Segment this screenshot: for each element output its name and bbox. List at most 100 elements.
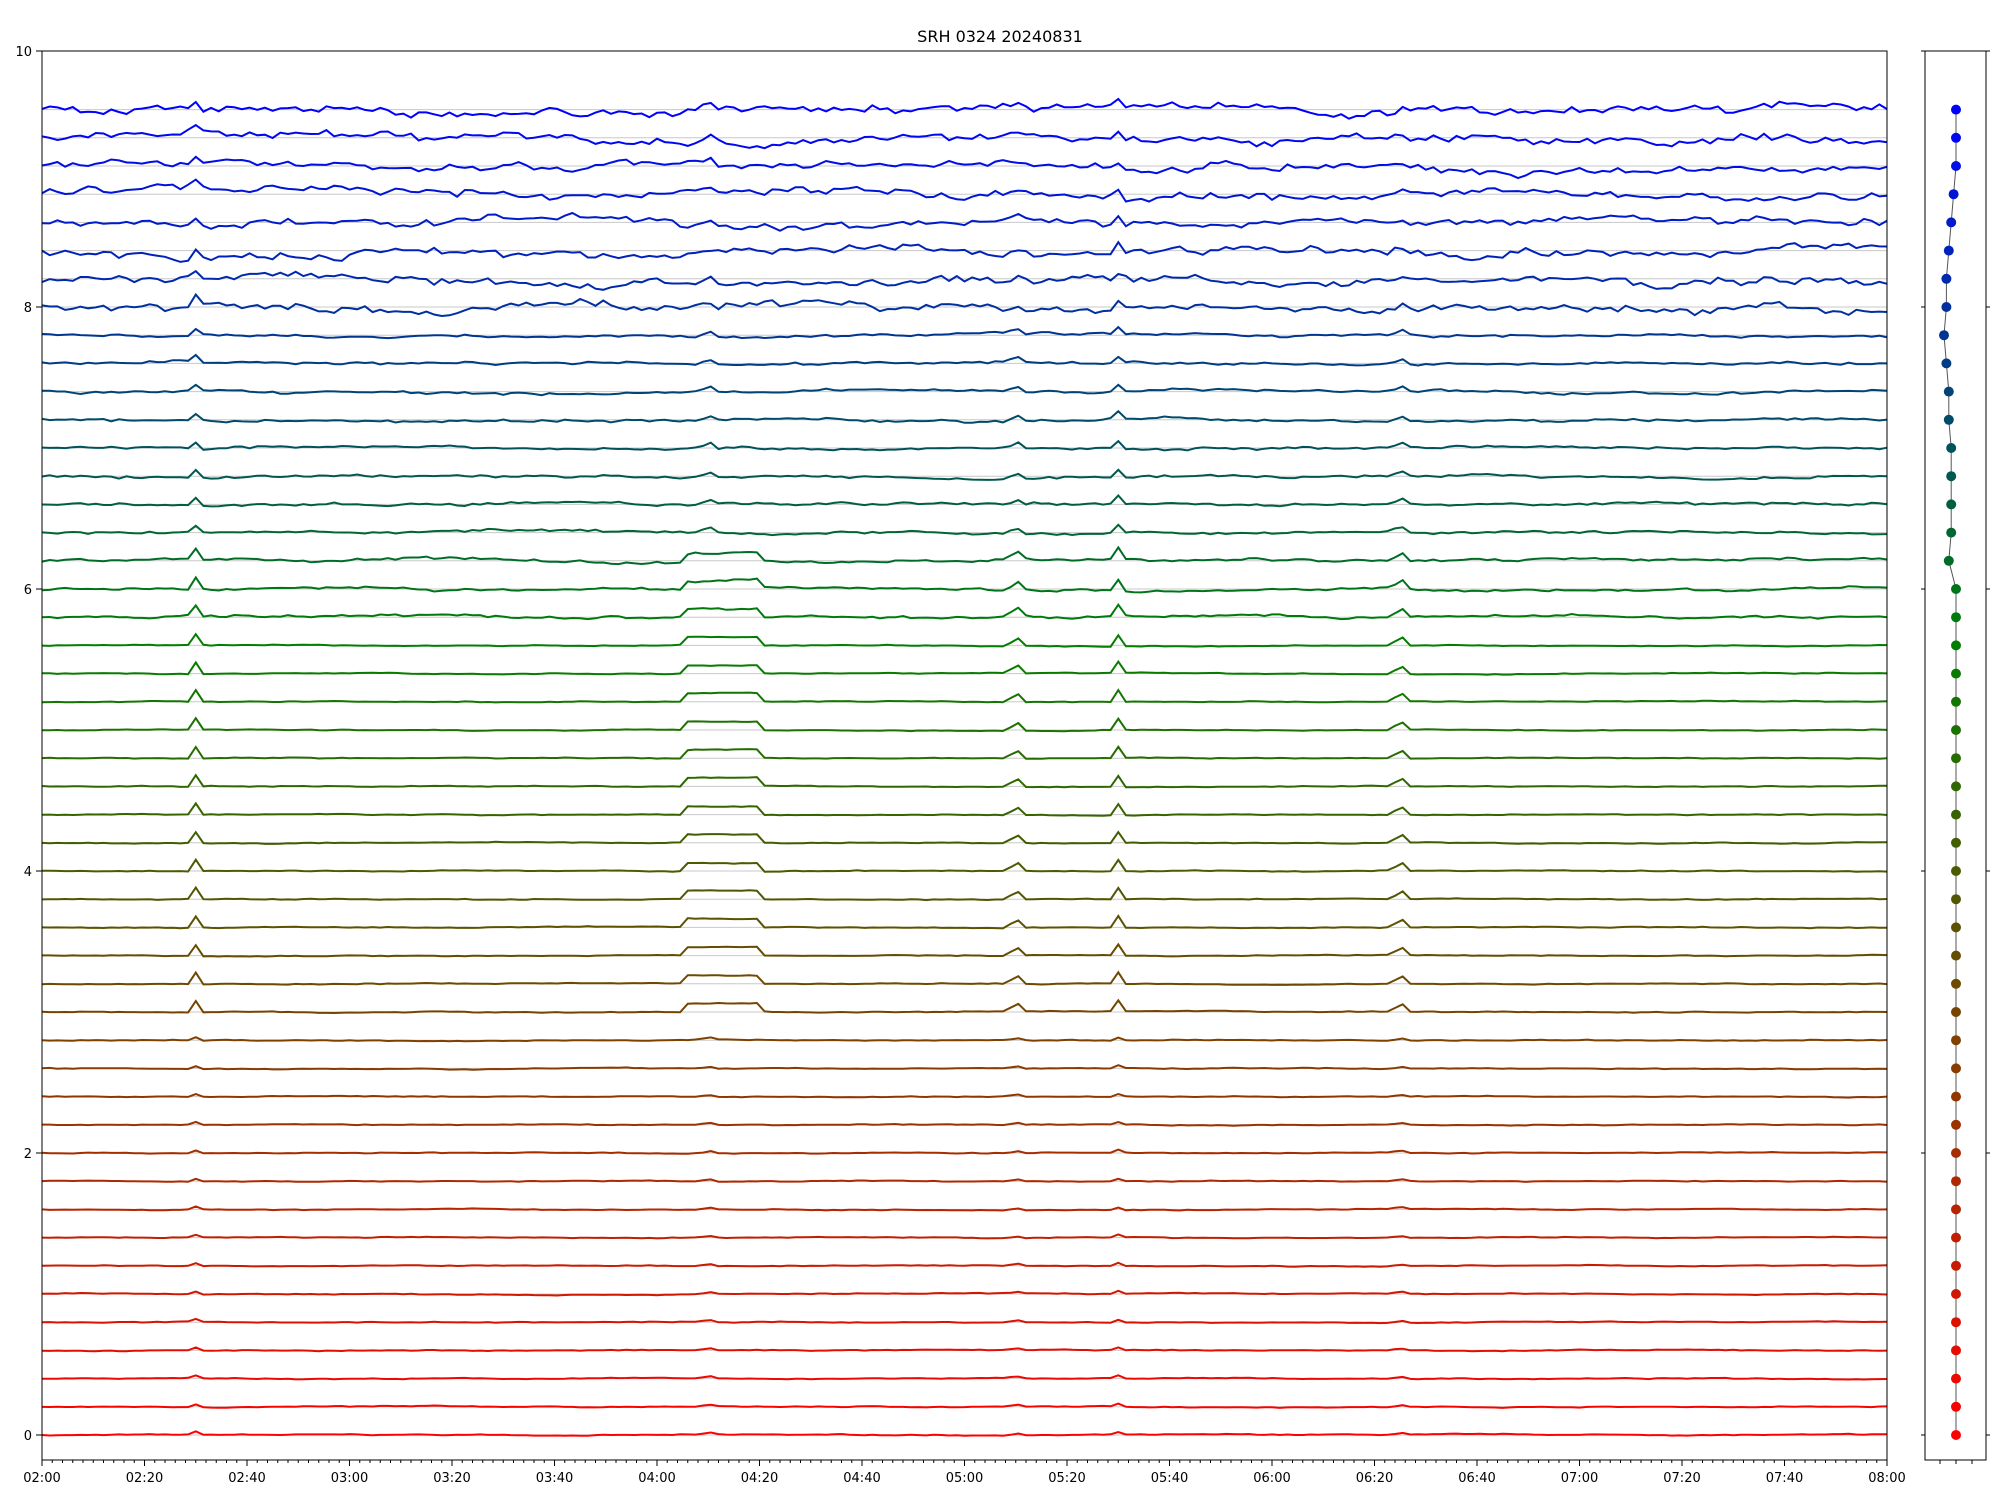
series-line: [41, 211, 1888, 232]
x-tick-label: 06:20: [1356, 1471, 1393, 1486]
series-line: [41, 801, 1888, 817]
x-tick-label: 05:20: [1048, 1471, 1085, 1486]
side-point: [1951, 1007, 1961, 1017]
side-point: [1943, 245, 1954, 256]
series-line: [41, 269, 1888, 291]
series-line: [41, 914, 1888, 930]
side-point: [1951, 894, 1961, 905]
side-point: [1951, 132, 1961, 143]
x-tick-label: 08:00: [1868, 1471, 1905, 1486]
series-line: [41, 1317, 1888, 1325]
x-tick-label: 07:00: [1561, 1471, 1598, 1486]
side-point: [1946, 471, 1957, 482]
series-line: [41, 970, 1888, 986]
side-point: [1943, 555, 1954, 566]
side-point: [1951, 1345, 1961, 1356]
series-line: [41, 1092, 1888, 1099]
x-tick-label: 07:20: [1663, 1471, 1700, 1486]
series-line: [41, 885, 1888, 902]
main-axes-frame: [41, 50, 1888, 1461]
series-line: [41, 1346, 1888, 1353]
y-tick-label: 4: [24, 865, 32, 880]
series-line: [41, 745, 1888, 760]
side-point: [1951, 1119, 1961, 1130]
side-point: [1939, 330, 1949, 341]
series-line: [41, 688, 1888, 704]
side-point: [1951, 696, 1961, 707]
side-point: [1951, 1430, 1961, 1440]
series-line: [41, 1064, 1888, 1071]
side-point: [1946, 443, 1957, 453]
side-point: [1951, 668, 1961, 679]
series-line: [41, 1036, 1888, 1043]
series-line: [42, 1374, 1888, 1381]
x-tick-label: 05:00: [946, 1471, 983, 1486]
side-point: [1943, 386, 1954, 397]
y-axis: 0 2 4 6 8 10: [15, 45, 42, 1444]
side-point: [1941, 302, 1952, 312]
series-line: [41, 1402, 1888, 1409]
side-point: [1941, 273, 1952, 284]
x-tick-label: 03:40: [536, 1471, 573, 1486]
side-axis-ticks: [1921, 50, 1990, 1464]
series-line: [41, 1261, 1888, 1268]
series-line: [41, 1233, 1887, 1240]
side-point: [1951, 837, 1961, 848]
series-line: [41, 1177, 1888, 1183]
x-tick-label: 06:40: [1458, 1471, 1495, 1486]
x-tick-label: 06:00: [1253, 1471, 1290, 1486]
y-tick-label: 6: [24, 583, 32, 598]
side-point: [1951, 978, 1961, 989]
series-line: [42, 942, 1888, 958]
chart-title: SRH 0324 20240831: [917, 27, 1083, 46]
x-tick-label: 02:40: [228, 1471, 265, 1486]
x-tick-label: 02:00: [23, 1471, 60, 1486]
series-line: [41, 1430, 1888, 1437]
side-point: [1941, 358, 1952, 369]
side-point: [1951, 1063, 1961, 1074]
series-line: [42, 857, 1888, 873]
side-point: [1951, 1373, 1961, 1384]
series-line: [41, 353, 1888, 367]
x-tick-label: 04:00: [638, 1471, 675, 1486]
x-tick-label: 04:40: [843, 1471, 880, 1486]
side-point: [1951, 1035, 1961, 1046]
side-point: [1951, 922, 1961, 933]
side-point: [1951, 1148, 1961, 1158]
series-line: [41, 494, 1888, 508]
side-point: [1951, 725, 1961, 735]
series-line: [41, 240, 1888, 263]
y-tick-label: 8: [24, 301, 32, 316]
side-point: [1951, 1204, 1961, 1215]
series-line: [41, 1205, 1888, 1212]
side-point: [1943, 414, 1954, 425]
x-tick-label: 07:40: [1766, 1471, 1803, 1486]
x-tick-label: 03:00: [331, 1471, 368, 1486]
series-line: [41, 998, 1888, 1015]
series-line: [41, 830, 1888, 845]
series-line: [41, 325, 1888, 340]
series-line: [42, 716, 1888, 733]
series-line: [41, 409, 1888, 424]
side-point: [1951, 1401, 1961, 1412]
side-point: [1946, 217, 1957, 228]
side-point: [1951, 866, 1961, 876]
series-line: [41, 292, 1888, 318]
x-tick-label: 05:40: [1151, 1471, 1188, 1486]
side-point: [1951, 104, 1961, 115]
series-line: [41, 155, 1888, 180]
y-tick-label: 2: [24, 1147, 32, 1162]
x-axis: 02:00 02:20 02:40 03:00 03:20 03:40 04:00 04:20…: [23, 1460, 1906, 1486]
side-point: [1946, 499, 1957, 510]
side-point: [1951, 950, 1961, 961]
side-point: [1951, 640, 1961, 651]
series-line: [41, 632, 1888, 648]
x-tick-label: 02:20: [126, 1471, 163, 1486]
side-point: [1951, 161, 1961, 171]
series-line: [41, 178, 1888, 203]
series-line: [41, 523, 1888, 537]
series-line: [41, 575, 1888, 594]
side-panel: [1939, 104, 1961, 1440]
